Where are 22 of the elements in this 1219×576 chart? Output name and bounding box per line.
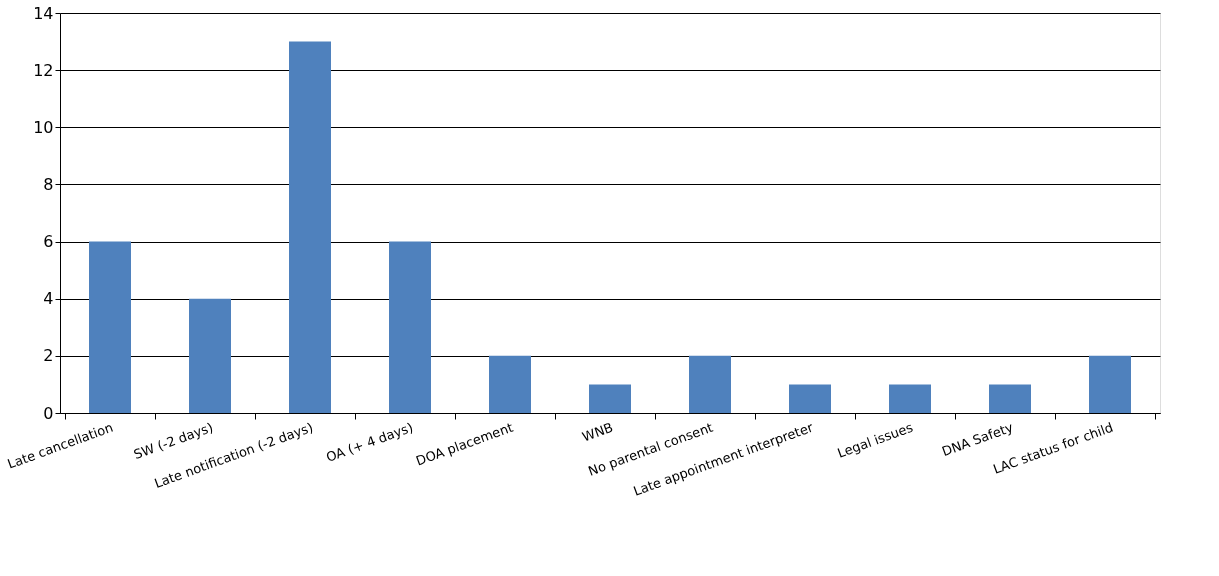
bar (289, 41, 331, 413)
x-tick-label: WNB (580, 419, 615, 445)
y-tick-label: 0 (43, 403, 54, 423)
bar (589, 384, 631, 413)
y-tick-label: 10 (33, 117, 54, 137)
bar (389, 241, 431, 413)
x-tick-label: OA (+ 4 days) (324, 419, 415, 465)
bar (689, 355, 731, 413)
y-tick-label: 4 (43, 289, 54, 309)
y-tick-label: 2 (43, 346, 54, 366)
bar (889, 384, 931, 413)
bar (789, 384, 831, 413)
y-tick-label: 14 (33, 3, 54, 23)
y-tick-label: 12 (33, 60, 54, 80)
bar (989, 384, 1031, 413)
bar (189, 298, 231, 413)
bar (1089, 355, 1131, 413)
y-tick-label: 6 (43, 232, 54, 252)
bar (89, 241, 131, 413)
x-tick-label: Legal issues (835, 419, 916, 461)
y-tick-label: 8 (43, 174, 54, 194)
bar (489, 355, 531, 413)
